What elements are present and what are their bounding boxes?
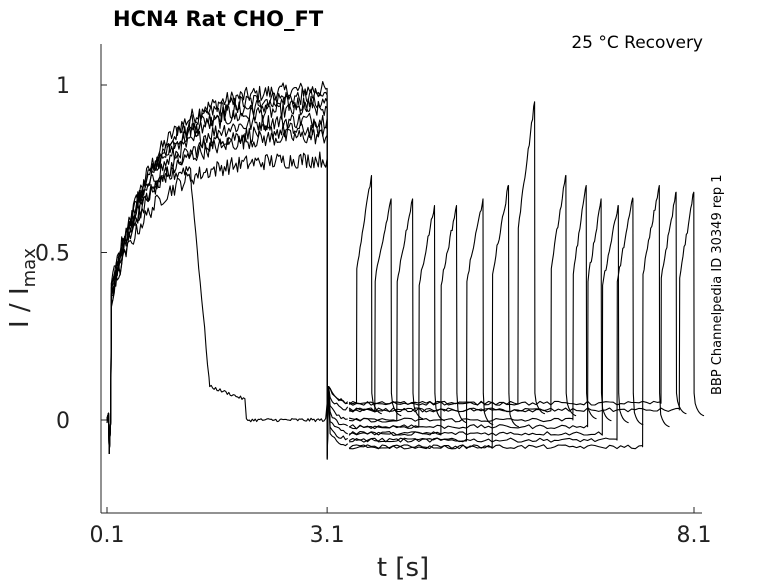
recovery-trace <box>348 198 494 443</box>
recovery-trace <box>348 101 546 415</box>
y-axis-label-sub: max <box>19 248 40 288</box>
y-axis-label: I / Imax <box>5 248 40 328</box>
y-tick-label: 0.5 <box>35 242 70 267</box>
y-axis-label-main: I / I <box>5 287 35 328</box>
conditioning-trace <box>106 166 328 455</box>
recovery-trace <box>348 204 629 436</box>
conditioning-trace <box>106 128 349 455</box>
conditioning-trace <box>106 94 348 457</box>
recovery-trace <box>348 184 597 423</box>
chart-title: HCN4 Rat CHO_FT <box>113 7 324 31</box>
recovery-trace <box>349 198 424 423</box>
condition-annotation: 25 °C Recovery <box>571 33 703 53</box>
trace-group <box>106 81 705 460</box>
recovery-trace <box>348 205 468 436</box>
side-label: BBP Channelpedia ID 30349 rep 1 <box>710 174 725 395</box>
recovery-trace <box>348 191 687 415</box>
y-ticks: 00.51 <box>35 74 107 434</box>
conditioning-trace <box>106 151 348 460</box>
x-tick-label: 8.1 <box>677 523 712 548</box>
y-tick-label: 1 <box>56 74 70 99</box>
x-tick-label: 0.1 <box>90 523 125 548</box>
recovery-trace <box>348 205 446 430</box>
y-axis-label-group: I / Imax <box>5 248 40 328</box>
conditioning-trace <box>106 81 349 459</box>
conditioning-trace <box>106 100 348 460</box>
conditioning-trace <box>106 121 348 456</box>
recovery-trace <box>348 198 612 430</box>
recovery-trace <box>349 184 670 450</box>
y-tick-label: 0 <box>56 409 70 434</box>
recovery-trace <box>348 174 382 415</box>
x-ticks: 0.1 3.1 8.1 <box>90 507 712 548</box>
recovery-trace <box>349 191 705 417</box>
side-label-group: BBP Channelpedia ID 30349 rep 1 <box>710 174 725 395</box>
recovery-trace <box>348 174 577 417</box>
conditioning-trace <box>106 112 348 455</box>
x-tick-label: 3.1 <box>310 523 345 548</box>
recovery-trace <box>349 197 644 443</box>
x-axis-label: t [s] <box>377 553 429 583</box>
